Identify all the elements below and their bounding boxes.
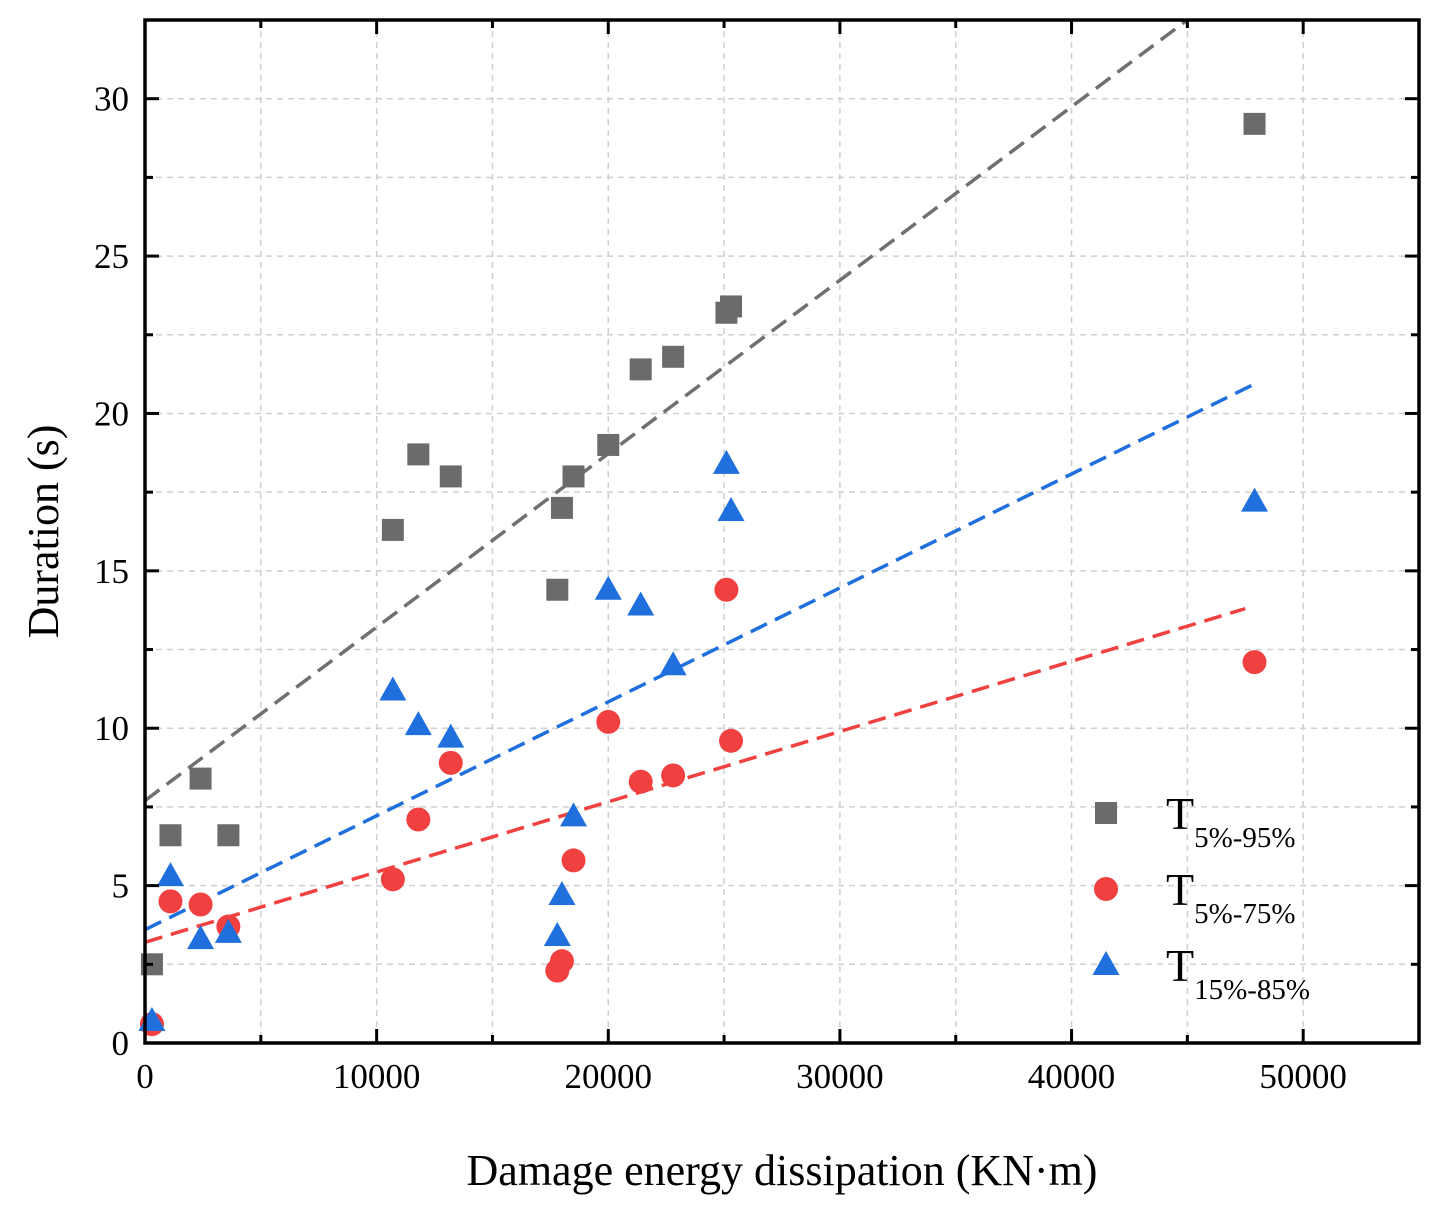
data-point-series-2: [549, 949, 574, 974]
y-tick-label: 20: [94, 394, 129, 433]
x-axis-title: Damage energy dissipation (KN·m): [467, 1146, 1098, 1195]
trend-line-series-3: [144, 383, 1253, 932]
data-point-series-1: [546, 578, 569, 601]
plot-frame: [143, 18, 1421, 1045]
data-point-series-1: [1243, 112, 1266, 135]
legend-label-series-2: T5%-75%: [1166, 864, 1296, 930]
data-point-series-3: [717, 497, 745, 522]
trend-lines: [143, 18, 1253, 944]
data-point-series-2: [661, 763, 686, 788]
data-point-series-1: [217, 824, 240, 847]
data-point-series-3: [627, 591, 655, 616]
data-point-series-3: [560, 802, 588, 827]
data-point-series-3: [437, 723, 465, 748]
data-point-series-3: [543, 921, 571, 946]
data-point-series-2: [628, 769, 653, 794]
data-point-series-1: [629, 358, 652, 381]
data-point-series-2: [714, 577, 739, 602]
data-point-series-3: [548, 881, 576, 906]
data-point-series-2: [438, 750, 463, 775]
y-tick-label: 5: [112, 867, 130, 906]
data-point-series-2: [1242, 650, 1267, 675]
data-points: [138, 112, 1269, 1037]
data-point-series-3: [659, 651, 687, 676]
legend-marker-series-1: [1095, 802, 1117, 824]
data-point-series-1: [562, 465, 585, 488]
y-axis-title: Duration (s): [19, 425, 68, 639]
data-point-series-3: [712, 449, 740, 474]
data-point-series-2: [380, 867, 405, 892]
data-point-series-3: [214, 918, 242, 943]
y-tick-label: 0: [112, 1024, 130, 1063]
legend: T5%-95% T5%-75% T15%-85%: [1092, 788, 1310, 1006]
axis-ticks: [143, 18, 1421, 1045]
legend-marker-series-2: [1094, 877, 1118, 901]
trend-line-series-2: [144, 606, 1246, 944]
data-point-series-3: [187, 925, 215, 950]
y-tick-label: 10: [94, 709, 129, 748]
data-point-series-3: [156, 862, 184, 887]
data-point-series-2: [406, 807, 431, 832]
data-point-series-1: [407, 443, 430, 466]
legend-label-series-1: T5%-95%: [1166, 788, 1296, 854]
legend-label-series-3: T15%-85%: [1166, 940, 1310, 1006]
data-point-series-1: [159, 824, 182, 847]
grid-lines: [145, 20, 1419, 1043]
data-point-series-1: [597, 433, 620, 456]
y-tick-label: 30: [94, 80, 129, 119]
x-tick-label: 20000: [565, 1057, 653, 1096]
data-point-series-1: [439, 465, 462, 488]
data-point-series-1: [381, 518, 404, 541]
data-point-series-2: [561, 848, 586, 873]
data-point-series-1: [720, 295, 743, 318]
y-tick-label: 15: [94, 552, 129, 591]
data-point-series-1: [662, 345, 685, 368]
x-tick-label: 30000: [796, 1057, 884, 1096]
x-tick-label: 50000: [1259, 1057, 1347, 1096]
data-point-series-3: [404, 711, 432, 736]
trend-line-series-1: [143, 18, 1189, 803]
legend-marker-series-3: [1092, 951, 1120, 975]
data-point-series-1: [550, 496, 573, 519]
data-point-series-1: [189, 767, 212, 790]
data-point-series-2: [188, 892, 213, 917]
x-tick-labels: 0 10000 20000 30000 40000 50000: [136, 1057, 1347, 1096]
data-point-series-2: [719, 728, 744, 753]
x-tick-label: 10000: [333, 1057, 421, 1096]
data-point-series-2: [596, 709, 621, 734]
y-tick-label: 25: [94, 237, 129, 276]
y-tick-labels: 0 5 10 15 20 25 30: [94, 80, 129, 1063]
data-point-series-3: [379, 676, 407, 701]
data-point-series-2: [158, 889, 183, 914]
x-tick-label: 0: [136, 1057, 154, 1096]
data-point-series-3: [594, 575, 622, 600]
data-point-series-3: [1241, 487, 1269, 512]
x-tick-label: 40000: [1028, 1057, 1116, 1096]
